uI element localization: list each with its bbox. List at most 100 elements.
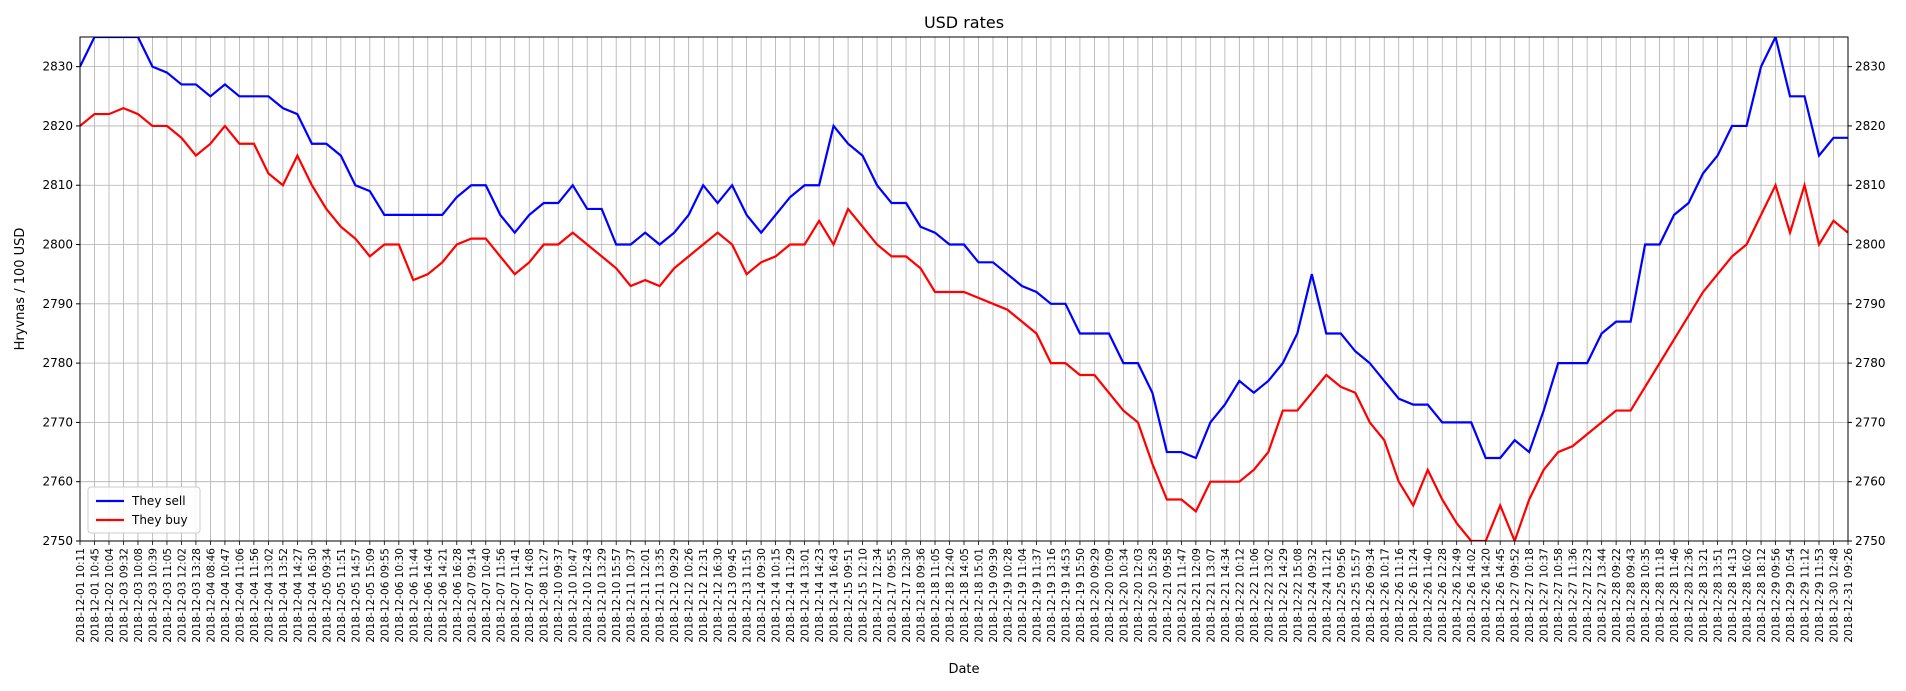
series-line (80, 37, 1848, 460)
x-tick-label: 2018-12-15 12:10 (858, 548, 870, 643)
x-tick-label: 2018-12-11 10:37 (626, 548, 638, 643)
x-tick-label: 2018-12-27 10:18 (1524, 548, 1536, 643)
y-tick-label: 2810 (42, 178, 73, 192)
y-tick-label: 2790 (42, 297, 73, 311)
y2-tick-label: 2820 (1855, 119, 1886, 133)
x-tick-label: 2018-12-15 09:51 (843, 548, 855, 643)
x-tick-label: 2018-12-05 09:34 (321, 548, 333, 643)
x-tick-label: 2018-12-25 15:57 (1350, 548, 1362, 643)
x-tick-label: 2018-12-27 11:36 (1568, 548, 1580, 643)
chart-title: USD rates (924, 13, 1004, 32)
x-tick-label: 2018-12-05 14:57 (350, 548, 362, 643)
x-tick-label: 2018-12-22 11:06 (1249, 548, 1261, 643)
x-tick-label: 2018-12-14 09:30 (756, 548, 768, 643)
x-tick-label: 2018-12-13 11:51 (742, 548, 754, 643)
x-tick-label: 2018-12-10 13:29 (597, 548, 609, 643)
x-tick-label: 2018-12-14 14:23 (814, 548, 826, 643)
x-tick-label: 2018-12-17 12:30 (901, 548, 913, 643)
x-tick-label: 2018-12-19 11:04 (1017, 548, 1029, 643)
x-tick-label: 2018-12-28 11:18 (1655, 548, 1667, 643)
x-tick-label: 2018-12-02 10:04 (104, 548, 116, 643)
x-tick-label: 2018-12-26 14:02 (1466, 548, 1478, 643)
x-tick-label: 2018-12-19 10:28 (1002, 548, 1014, 643)
x-tick-label: 2018-12-21 09:58 (1162, 548, 1174, 643)
legend-label: They sell (131, 494, 186, 508)
x-tick-label: 2018-12-03 13:28 (191, 548, 203, 643)
y-tick-label: 2800 (42, 238, 73, 252)
x-tick-label: 2018-12-28 13:21 (1698, 548, 1710, 643)
x-tick-label: 2018-12-17 09:55 (887, 548, 899, 643)
x-tick-label: 2018-12-12 16:30 (713, 548, 725, 643)
x-tick-label: 2018-12-28 18:12 (1756, 548, 1768, 643)
series-line (80, 106, 1848, 541)
x-tick-label: 2018-12-06 14:21 (437, 548, 449, 643)
x-tick-label: 2018-12-27 09:52 (1510, 548, 1522, 643)
x-tick-label: 2018-12-28 11:46 (1669, 548, 1681, 643)
x-tick-label: 2018-12-03 12:02 (176, 548, 188, 643)
x-tick-label: 2018-12-18 11:05 (930, 548, 942, 643)
x-tick-label: 2018-12-29 11:53 (1814, 548, 1826, 643)
y-axis-label: Hryvnas / 100 USD (13, 228, 28, 351)
x-tick-label: 2018-12-18 12:40 (945, 548, 957, 643)
x-tick-label: 2018-12-21 11:47 (1176, 548, 1188, 643)
x-axis-label: Date (948, 662, 979, 677)
x-tick-label: 2018-12-24 11:21 (1321, 548, 1333, 643)
x-tick-label: 2018-12-27 13:44 (1597, 548, 1609, 643)
x-tick-label: 2018-12-18 14:05 (959, 548, 971, 643)
x-tick-label: 2018-12-27 12:23 (1582, 548, 1594, 643)
x-tick-label: 2018-12-04 14:27 (292, 548, 304, 643)
x-tick-label: 2018-12-22 14:29 (1278, 548, 1290, 643)
x-tick-label: 2018-12-22 13:02 (1263, 548, 1275, 643)
x-tick-label: 2018-12-17 12:34 (872, 548, 884, 643)
x-tick-label: 2018-12-06 09:55 (379, 548, 391, 643)
x-tick-label: 2018-12-07 09:14 (466, 548, 478, 643)
x-tick-label: 2018-12-04 11:56 (249, 548, 261, 643)
x-tick-label: 2018-12-22 15:08 (1292, 548, 1304, 643)
x-tick-label: 2018-12-22 10:12 (1234, 548, 1246, 643)
x-tick-label: 2018-12-11 13:35 (655, 548, 667, 643)
x-tick-label: 2018-12-04 10:47 (220, 548, 232, 643)
x-tick-label: 2018-12-12 10:26 (684, 548, 696, 643)
x-tick-label: 2018-12-12 09:29 (669, 548, 681, 643)
x-tick-label: 2018-12-29 10:54 (1785, 548, 1797, 643)
x-tick-label: 2018-12-10 15:57 (611, 548, 623, 643)
x-tick-label: 2018-12-27 10:58 (1553, 548, 1565, 643)
x-tick-label: 2018-12-08 11:27 (539, 548, 551, 643)
x-tick-label: 2018-12-05 11:51 (336, 548, 348, 643)
x-tick-label: 2018-12-20 12:03 (1133, 548, 1145, 643)
x-tick-label: 2018-12-26 14:45 (1495, 548, 1507, 643)
y-tick-label: 2780 (42, 356, 73, 370)
x-tick-label: 2018-12-04 13:02 (263, 548, 275, 643)
x-tick-label: 2018-12-28 09:22 (1611, 548, 1623, 643)
x-tick-label: 2018-12-10 12:43 (582, 548, 594, 643)
legend-label: They buy (131, 513, 188, 527)
x-tick-label: 2018-12-13 09:45 (727, 548, 739, 643)
x-tick-label: 2018-12-04 16:30 (307, 548, 319, 643)
x-tick-label: 2018-12-28 10:35 (1640, 548, 1652, 643)
y2-tick-label: 2750 (1855, 534, 1886, 548)
x-tick-label: 2018-12-18 15:01 (973, 548, 985, 643)
y-tick-label: 2760 (42, 475, 73, 489)
x-tick-label: 2018-12-26 12:28 (1437, 548, 1449, 643)
x-tick-label: 2018-12-03 10:39 (147, 548, 159, 643)
x-tick-label: 2018-12-06 10:30 (394, 548, 406, 643)
x-tick-label: 2018-12-26 10:17 (1379, 548, 1391, 643)
x-tick-label: 2018-12-19 14:53 (1060, 548, 1072, 643)
x-tick-label: 2018-12-03 10:08 (133, 548, 145, 643)
x-tick-label: 2018-12-10 09:37 (553, 548, 565, 643)
y2-tick-label: 2810 (1855, 178, 1886, 192)
x-tick-label: 2018-12-28 09:43 (1626, 548, 1638, 643)
x-tick-label: 2018-12-14 11:29 (785, 548, 797, 643)
y2-tick-label: 2790 (1855, 297, 1886, 311)
x-tick-label: 2018-12-10 10:47 (568, 548, 580, 643)
x-tick-label: 2018-12-20 10:34 (1118, 548, 1130, 643)
y-tick-label: 2750 (42, 534, 73, 548)
x-tick-label: 2018-12-29 11:12 (1800, 548, 1812, 643)
x-tick-label: 2018-12-14 16:43 (829, 548, 841, 643)
x-tick-label: 2018-12-21 14:34 (1220, 548, 1232, 643)
x-tick-label: 2018-12-21 13:07 (1205, 548, 1217, 643)
x-tick-label: 2018-12-11 12:01 (640, 548, 652, 643)
x-tick-label: 2018-12-26 11:24 (1408, 548, 1420, 643)
x-tick-label: 2018-12-07 11:41 (510, 548, 522, 643)
